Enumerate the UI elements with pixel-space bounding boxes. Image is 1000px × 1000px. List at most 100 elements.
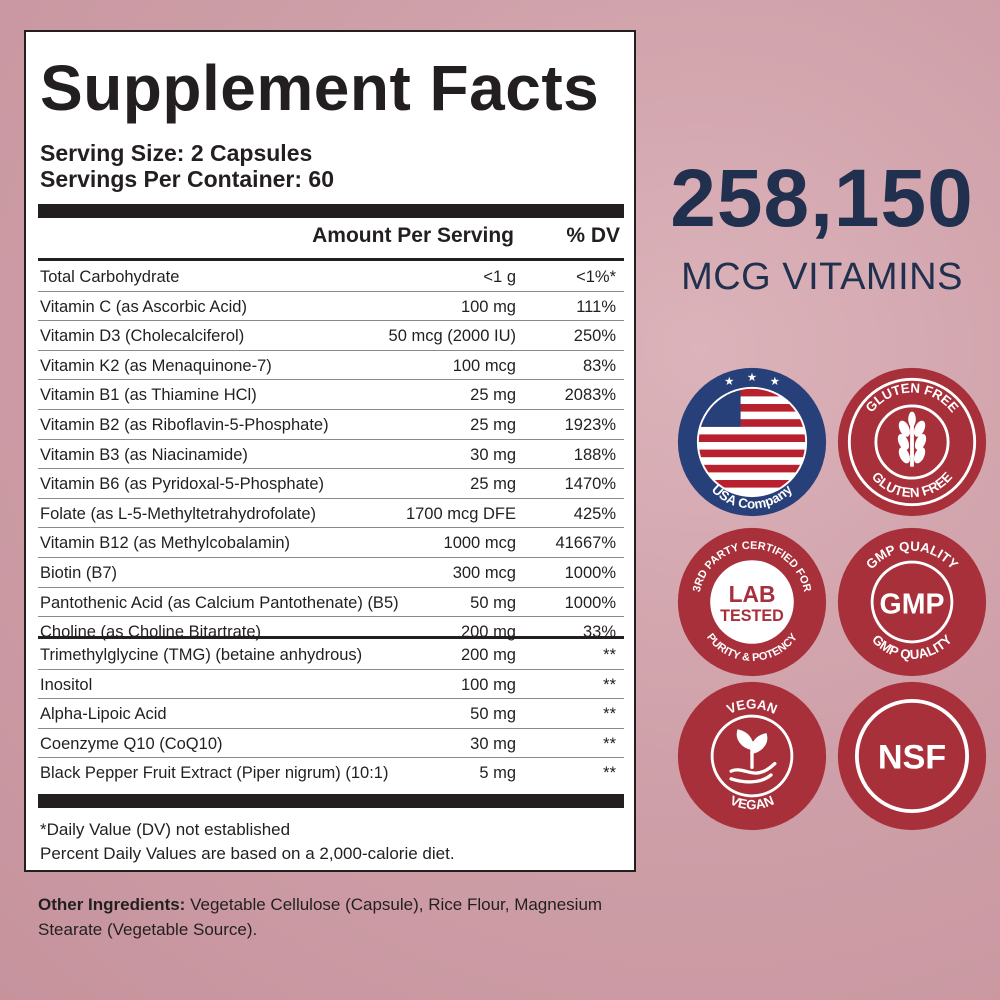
- thick-divider-top: [38, 204, 624, 218]
- svg-text:VEGAN: VEGAN: [724, 696, 779, 716]
- vitamin-total-subtitle: MCG VITAMINS: [681, 256, 963, 298]
- nutrient-amount: 25 mg: [470, 475, 516, 494]
- svg-text:★: ★: [747, 370, 757, 384]
- nutrient-amount: 1000 mcg: [443, 534, 516, 553]
- nutrient-name: Trimethylglycine (TMG) (betaine anhydrou…: [40, 646, 363, 664]
- table-row: Folate (as L-5-Methyltetrahydrofolate) 17…: [38, 499, 624, 529]
- nutrient-dv: 425%: [573, 504, 616, 523]
- table-row: Coenzyme Q10 (CoQ10) 30 mg **: [38, 729, 624, 759]
- table-row: Vitamin B2 (as Riboflavin-5-Phosphate) 25…: [38, 410, 624, 440]
- nutrient-amount: 25 mg: [470, 386, 516, 405]
- other-ingredients-text: Vegetable Cellulose (Capsule), Rice Flou…: [38, 895, 603, 939]
- nutrient-name: Vitamin K2 (as Menaquinone-7): [40, 356, 272, 375]
- section-divider: [38, 636, 624, 639]
- nutrient-amount: 50 mg: [470, 705, 516, 724]
- table-row: Pantothenic Acid (as Calcium Pantothenat…: [38, 588, 624, 618]
- lab-tested-badge: LAB TESTED 3RD PARTY CERTIFIED FOR PURIT…: [676, 526, 828, 678]
- gmp-quality-badge: GMP GMP QUALITY GMP QUALITY: [836, 526, 988, 678]
- nutrient-amount: 25 mg: [470, 415, 516, 434]
- nutrient-name: Biotin (B7): [40, 563, 118, 582]
- nutrient-dv: 41667%: [555, 534, 616, 553]
- table-row: Trimethylglycine (TMG) (betaine anhydrou…: [38, 640, 624, 670]
- header-amount: Amount Per Serving: [312, 224, 514, 247]
- nutrient-amount: 50 mg: [470, 593, 516, 612]
- svg-text:★: ★: [724, 374, 734, 388]
- svg-text:LAB: LAB: [729, 581, 776, 607]
- other-ingredients: Other Ingredients: Vegetable Cellulose (…: [38, 892, 608, 942]
- nutrient-dv: 83%: [582, 356, 616, 375]
- nutrient-dv: **: [603, 734, 616, 753]
- nutrient-dv: 1000%: [564, 593, 616, 612]
- nutrient-name: Vitamin C (as Ascorbic Acid): [40, 297, 247, 316]
- nutrient-amount: 30 mg: [470, 445, 516, 464]
- nutrient-dv: 1470%: [564, 475, 616, 494]
- thick-divider-bottom: [38, 794, 624, 808]
- table-row: Vitamin C (as Ascorbic Acid) 100 mg 111%: [38, 292, 624, 322]
- table-row: Total Carbohydrate <1 g <1%*: [38, 262, 624, 292]
- header-divider: [38, 258, 624, 261]
- gluten-free-badge: GLUTEN FREE GLUTEN FREE: [836, 366, 988, 518]
- nutrient-amount: 100 mg: [460, 297, 516, 316]
- nutrient-dv: **: [603, 764, 616, 783]
- nutrient-dv: 2083%: [564, 386, 616, 405]
- nutrient-amount: 100 mcg: [452, 356, 516, 375]
- wheat-icon: [897, 411, 927, 467]
- nutrient-name: Vitamin B1 (as Thiamine HCl): [40, 386, 257, 405]
- supplement-facts-panel: Supplement Facts Serving Size: 2 Capsule…: [24, 30, 636, 872]
- servings-per-container: Servings Per Container: 60: [40, 166, 334, 192]
- vitamin-total-number: 258,150: [670, 153, 974, 244]
- nutrient-dv: <1%*: [576, 268, 616, 286]
- table-row: Black Pepper Fruit Extract (Piper nigrum…: [38, 758, 624, 787]
- nutrient-name: Vitamin B2 (as Riboflavin-5-Phosphate): [40, 415, 329, 434]
- nutrient-name: Alpha-Lipoic Acid: [40, 705, 167, 724]
- nutrient-name: Black Pepper Fruit Extract (Piper nigrum…: [40, 764, 389, 783]
- sprout-hand-icon: [729, 729, 777, 784]
- nutrient-dv: **: [603, 705, 616, 724]
- table-row: Vitamin D3 (Cholecalciferol) 50 mcg (2000…: [38, 321, 624, 351]
- table-row: Inositol 100 mg **: [38, 670, 624, 700]
- nutrient-name: Vitamin B3 (as Niacinamide): [40, 445, 248, 464]
- table-row: Vitamin B1 (as Thiamine HCl) 25 mg 2083%: [38, 380, 624, 410]
- nutrient-name: Vitamin B12 (as Methylcobalamin): [40, 534, 291, 553]
- usa-company-badge: ★ ★ ★ USA Company: [676, 366, 828, 518]
- nutrient-amount: 1700 mcg DFE: [405, 504, 516, 523]
- nutrient-name: Inositol: [40, 675, 93, 694]
- svg-text:VEGAN: VEGAN: [728, 793, 776, 813]
- nutrient-dv: 188%: [573, 445, 616, 464]
- nutrient-name: Pantothenic Acid (as Calcium Pantothenat…: [40, 593, 399, 612]
- serving-size: Serving Size: 2 Capsules: [40, 140, 313, 166]
- table-row: Alpha-Lipoic Acid 50 mg **: [38, 699, 624, 729]
- nutrient-name: Vitamin D3 (Cholecalciferol): [40, 327, 245, 346]
- facts-title: Supplement Facts: [40, 52, 600, 124]
- nutrient-dv: 111%: [576, 297, 616, 316]
- nsf-badge: NSF: [836, 680, 988, 832]
- nutrient-name: Folate (as L-5-Methyltetrahydrofolate): [40, 504, 317, 523]
- nutrient-name: Vitamin B6 (as Pyridoxal-5-Phosphate): [40, 475, 324, 494]
- nutrient-amount: 50 mcg (2000 IU): [388, 327, 516, 346]
- nutrient-dv: **: [603, 675, 616, 694]
- svg-text:★: ★: [770, 374, 780, 388]
- nutrient-dv: 1923%: [564, 415, 616, 434]
- nutrient-name: Coenzyme Q10 (CoQ10): [40, 734, 223, 753]
- svg-text:GMP: GMP: [880, 588, 945, 620]
- nutrient-dv: 250%: [573, 327, 616, 346]
- nutrient-dv: **: [603, 646, 616, 664]
- nutrient-rows: Total Carbohydrate <1 g <1%* Vitamin C (as …: [38, 262, 624, 646]
- nutrient-amount: 30 mg: [470, 734, 516, 753]
- vegan-badge: VEGAN VEGAN: [676, 680, 828, 832]
- table-row: Vitamin K2 (as Menaquinone-7) 100 mcg 83%: [38, 351, 624, 381]
- nutrient-amount: 100 mg: [460, 675, 516, 694]
- nutrient-amount: 5 mg: [479, 764, 516, 783]
- nutrient-amount: 200 mg: [460, 646, 516, 664]
- nutrient-dv: 1000%: [564, 563, 616, 582]
- svg-text:NSF: NSF: [878, 738, 946, 776]
- footnote-dv: *Daily Value (DV) not established: [40, 820, 291, 839]
- footnote-calorie: Percent Daily Values are based on a 2,00…: [40, 844, 455, 863]
- svg-text:TESTED: TESTED: [720, 607, 784, 625]
- table-row: Vitamin B12 (as Methylcobalamin) 1000 mcg…: [38, 528, 624, 558]
- other-ingredient-rows: Trimethylglycine (TMG) (betaine anhydrou…: [38, 640, 624, 787]
- table-row: Vitamin B6 (as Pyridoxal-5-Phosphate) 25 …: [38, 469, 624, 499]
- table-row: Biotin (B7) 300 mcg 1000%: [38, 558, 624, 588]
- nutrient-amount: 300 mcg: [452, 563, 516, 582]
- table-row: Vitamin B3 (as Niacinamide) 30 mg 188%: [38, 440, 624, 470]
